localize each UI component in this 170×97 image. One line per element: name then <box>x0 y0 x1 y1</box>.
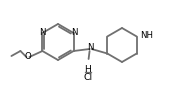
Text: N: N <box>87 43 94 52</box>
Text: Cl: Cl <box>83 72 92 81</box>
Text: O: O <box>24 52 31 61</box>
Text: N: N <box>71 28 77 37</box>
Text: NH: NH <box>140 31 153 40</box>
Text: N: N <box>39 28 45 37</box>
Text: H: H <box>84 65 91 74</box>
